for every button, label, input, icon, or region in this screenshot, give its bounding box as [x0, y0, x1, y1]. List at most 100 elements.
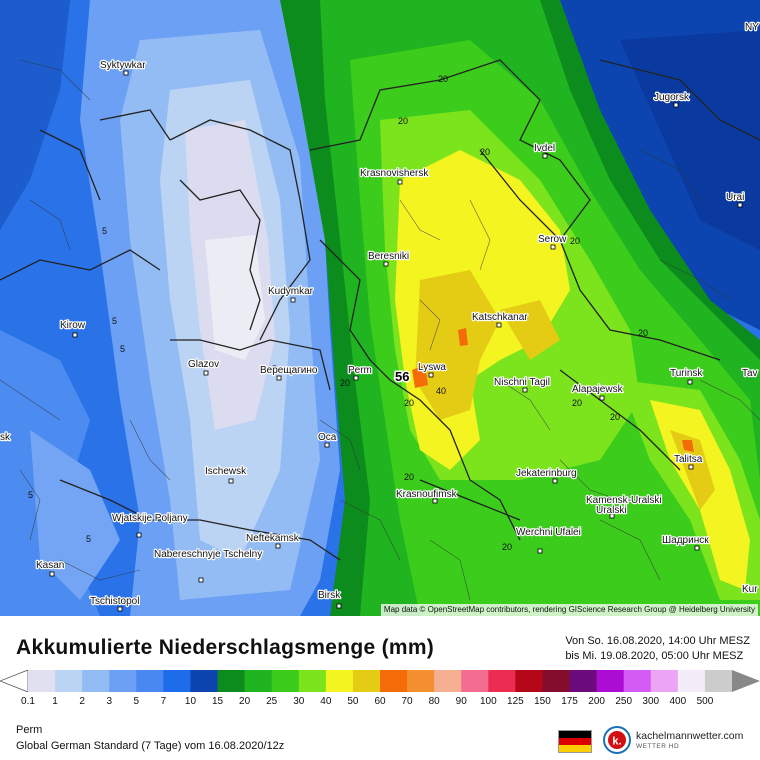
- scale-tick-label: 5: [133, 696, 140, 707]
- city-label: Шадринск: [662, 535, 709, 546]
- city-label: sk: [0, 432, 11, 443]
- contour-label: 40: [436, 386, 446, 396]
- scale-color-swatch: [82, 670, 110, 692]
- city-marker[interactable]: Kirow: [59, 319, 87, 338]
- scale-color-swatch: [434, 670, 462, 692]
- city-marker[interactable]: Syktywkar: [99, 59, 147, 76]
- scale-color-swatch: [569, 670, 598, 692]
- period-start: Von So. 16.08.2020, 14:00 Uhr MESZ: [565, 635, 750, 647]
- city-marker[interactable]: Krasnoufimsk: [395, 488, 459, 504]
- city-marker[interactable]: Neftekamsk: [245, 532, 301, 549]
- city-label: Alapajewsk: [572, 384, 624, 395]
- forecast-period: Von So. 16.08.2020, 14:00 Uhr MESZ bis M…: [565, 634, 750, 664]
- contour-label: 20: [340, 378, 350, 388]
- city-label: Jugorsk: [654, 92, 690, 103]
- city-marker[interactable]: Верещагино: [259, 364, 319, 381]
- contour-label: 5: [86, 534, 91, 544]
- city-marker[interactable]: Jugorsk: [653, 91, 691, 108]
- precipitation-map[interactable]: 20 20 20 20 20 20 20 20 20 20 20 40 5 5 …: [0, 0, 760, 616]
- city-marker[interactable]: Lyswa: [417, 361, 448, 378]
- city-marker[interactable]: Turinsk: [669, 367, 705, 385]
- city-marker[interactable]: Katschkanar: [471, 311, 529, 328]
- city-label: Ivdel: [534, 143, 555, 154]
- city-label: Beresniki: [368, 251, 409, 262]
- brand-subtitle: WETTER HD: [636, 743, 680, 750]
- rain-field-60mm-lyswa: [412, 365, 428, 388]
- city-label: Jekaterinburg: [516, 468, 577, 479]
- city-marker[interactable]: Oca: [317, 431, 338, 448]
- city-marker[interactable]: Tschistopol: [89, 595, 141, 612]
- rain-field-50mm-talitsa: [670, 430, 715, 510]
- scale-color-swatch: [488, 670, 516, 692]
- contour-label: 20: [480, 147, 490, 157]
- scale-tick-label: 500: [696, 696, 714, 707]
- scale-tick-label: 25: [266, 696, 278, 707]
- city-marker[interactable]: Krasnovishersk: [359, 167, 431, 185]
- city-marker[interactable]: Ivdel: [533, 142, 556, 159]
- rain-field-10mm-northeast-core: [620, 30, 760, 250]
- city-marker[interactable]: NY: [744, 21, 760, 34]
- scale-color-swatch: [55, 670, 83, 692]
- city-marker[interactable]: Kur: [741, 583, 760, 596]
- scale-arrow-right: [732, 670, 760, 692]
- scale-tick-label: 1: [52, 696, 58, 707]
- city-marker[interactable]: Tav: [741, 367, 759, 380]
- city-label: Neftekamsk: [246, 533, 300, 544]
- color-scale-labels: 0.1 1 2 3 5 7 10 15 20 25 30 40 50 60 70 80 90 100 125 150 1…: [0, 696, 760, 710]
- city-marker[interactable]: Jekaterinburg: [515, 467, 578, 484]
- city-marker[interactable]: Wjatskije Poljany: [111, 512, 189, 538]
- city-label: Kasan: [36, 560, 64, 571]
- scale-tick-label: 80: [428, 696, 440, 707]
- rain-field-50mm-east: [500, 300, 560, 360]
- contour-label: 5: [28, 490, 33, 500]
- location-label: Perm: [16, 724, 43, 736]
- contour-label: 20: [502, 542, 512, 552]
- scale-color-swatch: [461, 670, 489, 692]
- city-marker[interactable]: Kasan: [35, 559, 66, 577]
- scale-color-swatch: [163, 670, 191, 692]
- city-marker[interactable]: Serow: [537, 233, 568, 250]
- city-label: Syktywkar: [100, 60, 146, 71]
- scale-tick-label: 30: [293, 696, 305, 707]
- scale-color-swatch: [244, 670, 273, 692]
- city-marker[interactable]: Urai: [725, 191, 746, 208]
- city-marker[interactable]: Glazov: [187, 358, 220, 376]
- city-label: Kamensk-Uralski: [586, 495, 662, 506]
- scale-arrow-left: [0, 670, 29, 692]
- contour-label: 20: [572, 398, 582, 408]
- city-label: Lyswa: [418, 362, 446, 373]
- city-marker[interactable]: Kudymkar: [267, 285, 315, 303]
- city-marker[interactable]: Nischni Tagil: [493, 376, 551, 393]
- city-marker[interactable]: Perm: [347, 364, 373, 381]
- contour-labels: 20 20 20 20 20 20 20 20 20 20 20 40 5 5 …: [28, 74, 648, 552]
- contour-label: 5: [102, 226, 107, 236]
- scale-color-swatch: [650, 670, 679, 692]
- rain-field-60mm: [458, 328, 468, 346]
- city-marker[interactable]: sk: [0, 431, 12, 444]
- city-marker[interactable]: Beresniki: [367, 250, 410, 267]
- city-label: Wjatskije Poljany: [112, 513, 188, 524]
- scale-color-swatch: [704, 670, 733, 692]
- city-marker[interactable]: Ischewsk: [204, 465, 248, 484]
- scale-color-swatch: [380, 670, 408, 692]
- city-marker[interactable]: Birsk: [317, 589, 342, 609]
- kachelmann-logo-icon[interactable]: k.: [603, 726, 631, 754]
- scale-color-swatch: [109, 670, 137, 692]
- scale-tick-label: 200: [588, 696, 605, 707]
- brand-name[interactable]: kachelmannwetter.com: [636, 730, 744, 742]
- map-attribution: Map data © OpenStreetMap contributors, r…: [380, 604, 758, 616]
- city-marker[interactable]: Werchni Ufalei: [515, 526, 582, 554]
- city-marker[interactable]: Nabereschnyje Tschelny: [153, 548, 263, 583]
- city-label: Nabereschnyje Tschelny: [154, 549, 262, 560]
- city-label: Tschistopol: [90, 596, 139, 607]
- city-marker[interactable]: Alapajewsk: [571, 383, 625, 401]
- scale-color-swatch: [217, 670, 246, 692]
- scale-tick-label: 250: [615, 696, 633, 707]
- legend-panel: Akkumulierte Niederschlagsmenge (mm) Von…: [0, 616, 760, 760]
- city-marker[interactable]: Шадринск: [661, 534, 710, 551]
- city-marker[interactable]: Talitsa: [673, 453, 704, 470]
- legend-title: Akkumulierte Niederschlagsmenge (mm): [16, 636, 435, 659]
- scale-color-swatch: [352, 670, 381, 692]
- scale-tick-label: 2: [79, 696, 85, 707]
